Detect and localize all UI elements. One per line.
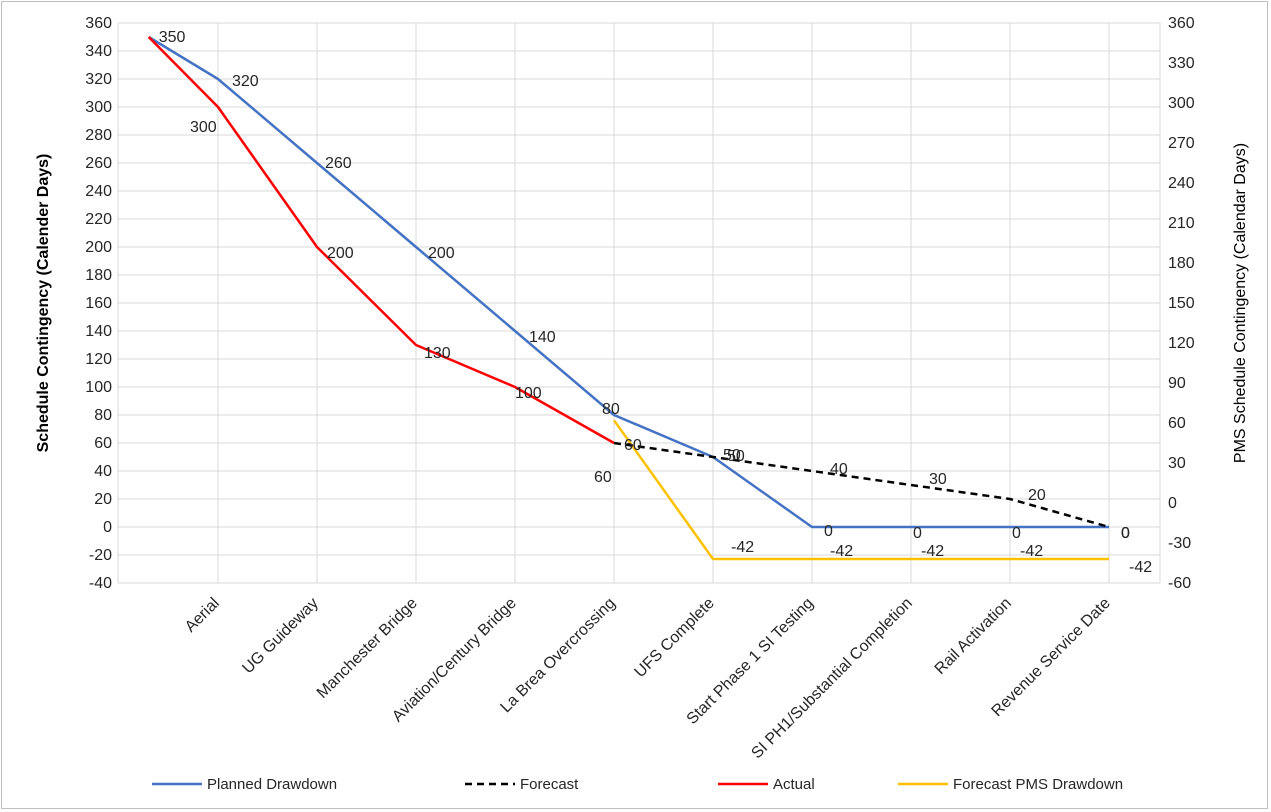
data-label: 40	[830, 461, 848, 478]
legend-label: Forecast	[520, 776, 579, 793]
x-tick-label: Aerial	[182, 595, 223, 636]
data-label: 100	[515, 385, 542, 402]
y-tick-label: 120	[85, 351, 112, 368]
y-tick-label: 220	[85, 211, 112, 228]
data-label: 0	[1121, 525, 1130, 542]
data-label: 60	[594, 469, 612, 486]
x-tick-label: SI PH1/Substantial Completion	[748, 595, 915, 762]
legend-label: Actual	[773, 776, 815, 793]
x-tick-label: Manchester Bridge	[314, 595, 421, 702]
y-tick-label: 20	[94, 491, 112, 508]
y2-tick-label: 270	[1168, 135, 1195, 152]
y-tick-label: 280	[85, 127, 112, 144]
series-line	[148, 35, 1109, 529]
y-tick-label: 240	[85, 183, 112, 200]
y2-tick-label: 90	[1168, 375, 1186, 392]
series-line	[612, 419, 1109, 561]
y-tick-label: 340	[85, 43, 112, 60]
y2-tick-label: 360	[1168, 15, 1195, 32]
y2-tick-label: 210	[1168, 215, 1195, 232]
y-tick-label: 80	[94, 407, 112, 424]
legend-label: Forecast PMS Drawdown	[953, 776, 1123, 793]
data-label: 80	[602, 401, 620, 418]
y-tick-label: 180	[85, 267, 112, 284]
data-label: 350	[159, 29, 186, 46]
data-label: 140	[529, 329, 556, 346]
y-tick-label: -20	[89, 547, 112, 564]
y2-tick-label: 0	[1168, 495, 1177, 512]
x-tick-label: Rail Activation	[932, 595, 1015, 678]
x-tick-label: La Brea Overcrossing	[497, 595, 618, 716]
data-label: -42	[1020, 543, 1043, 560]
y2-tick-label: 330	[1168, 55, 1195, 72]
y2-tick-label: 120	[1168, 335, 1195, 352]
y2-tick-label: -30	[1168, 535, 1191, 552]
y-tick-label: 40	[94, 463, 112, 480]
y-tick-label: 140	[85, 323, 112, 340]
data-label: 30	[929, 471, 947, 488]
y2-tick-label: -60	[1168, 575, 1191, 592]
y-tick-label: 200	[85, 239, 112, 256]
y-tick-label: 300	[85, 99, 112, 116]
data-label: -42	[1129, 559, 1152, 576]
data-label: 130	[424, 345, 451, 362]
data-label: 60	[624, 437, 642, 454]
data-label: 260	[325, 155, 352, 172]
y2-tick-label: 60	[1168, 415, 1186, 432]
legend-label: Planned Drawdown	[207, 776, 337, 793]
y2-axis-title: PMS Schedule Contingency (Calendar Days)	[1232, 143, 1249, 463]
x-tick-label: UFS Complete	[632, 595, 718, 681]
data-label: -42	[830, 543, 853, 560]
y-tick-label: 0	[103, 519, 112, 536]
data-label: 0	[913, 525, 922, 542]
y2-tick-label: 300	[1168, 95, 1195, 112]
data-label: 320	[232, 73, 259, 90]
data-label: 0	[1012, 525, 1021, 542]
data-label: -42	[921, 543, 944, 560]
data-label: 200	[428, 245, 455, 262]
y-tick-label: 320	[85, 71, 112, 88]
data-label: 0	[1121, 525, 1130, 542]
data-label: 50	[727, 448, 745, 465]
y2-tick-label: 240	[1168, 175, 1195, 192]
y2-tick-label: 150	[1168, 295, 1195, 312]
y-tick-label: -40	[89, 575, 112, 592]
series-line	[147, 36, 615, 445]
y-tick-label: 60	[94, 435, 112, 452]
data-label: -42	[731, 539, 754, 556]
y-tick-label: 160	[85, 295, 112, 312]
data-label: 20	[1028, 487, 1046, 504]
data-label: 0	[824, 523, 833, 540]
x-tick-label: UG Guideway	[239, 595, 321, 677]
y-tick-label: 260	[85, 155, 112, 172]
y-tick-label: 360	[85, 15, 112, 32]
data-label: 300	[190, 119, 217, 136]
data-label: 200	[327, 245, 354, 262]
y2-tick-label: 180	[1168, 255, 1195, 272]
y-axis-title: Schedule Contingency (Calender Days)	[35, 154, 52, 453]
y2-tick-label: 30	[1168, 455, 1186, 472]
y-tick-label: 100	[85, 379, 112, 396]
data-label: 50	[723, 447, 741, 464]
series-line	[613, 441, 1110, 529]
